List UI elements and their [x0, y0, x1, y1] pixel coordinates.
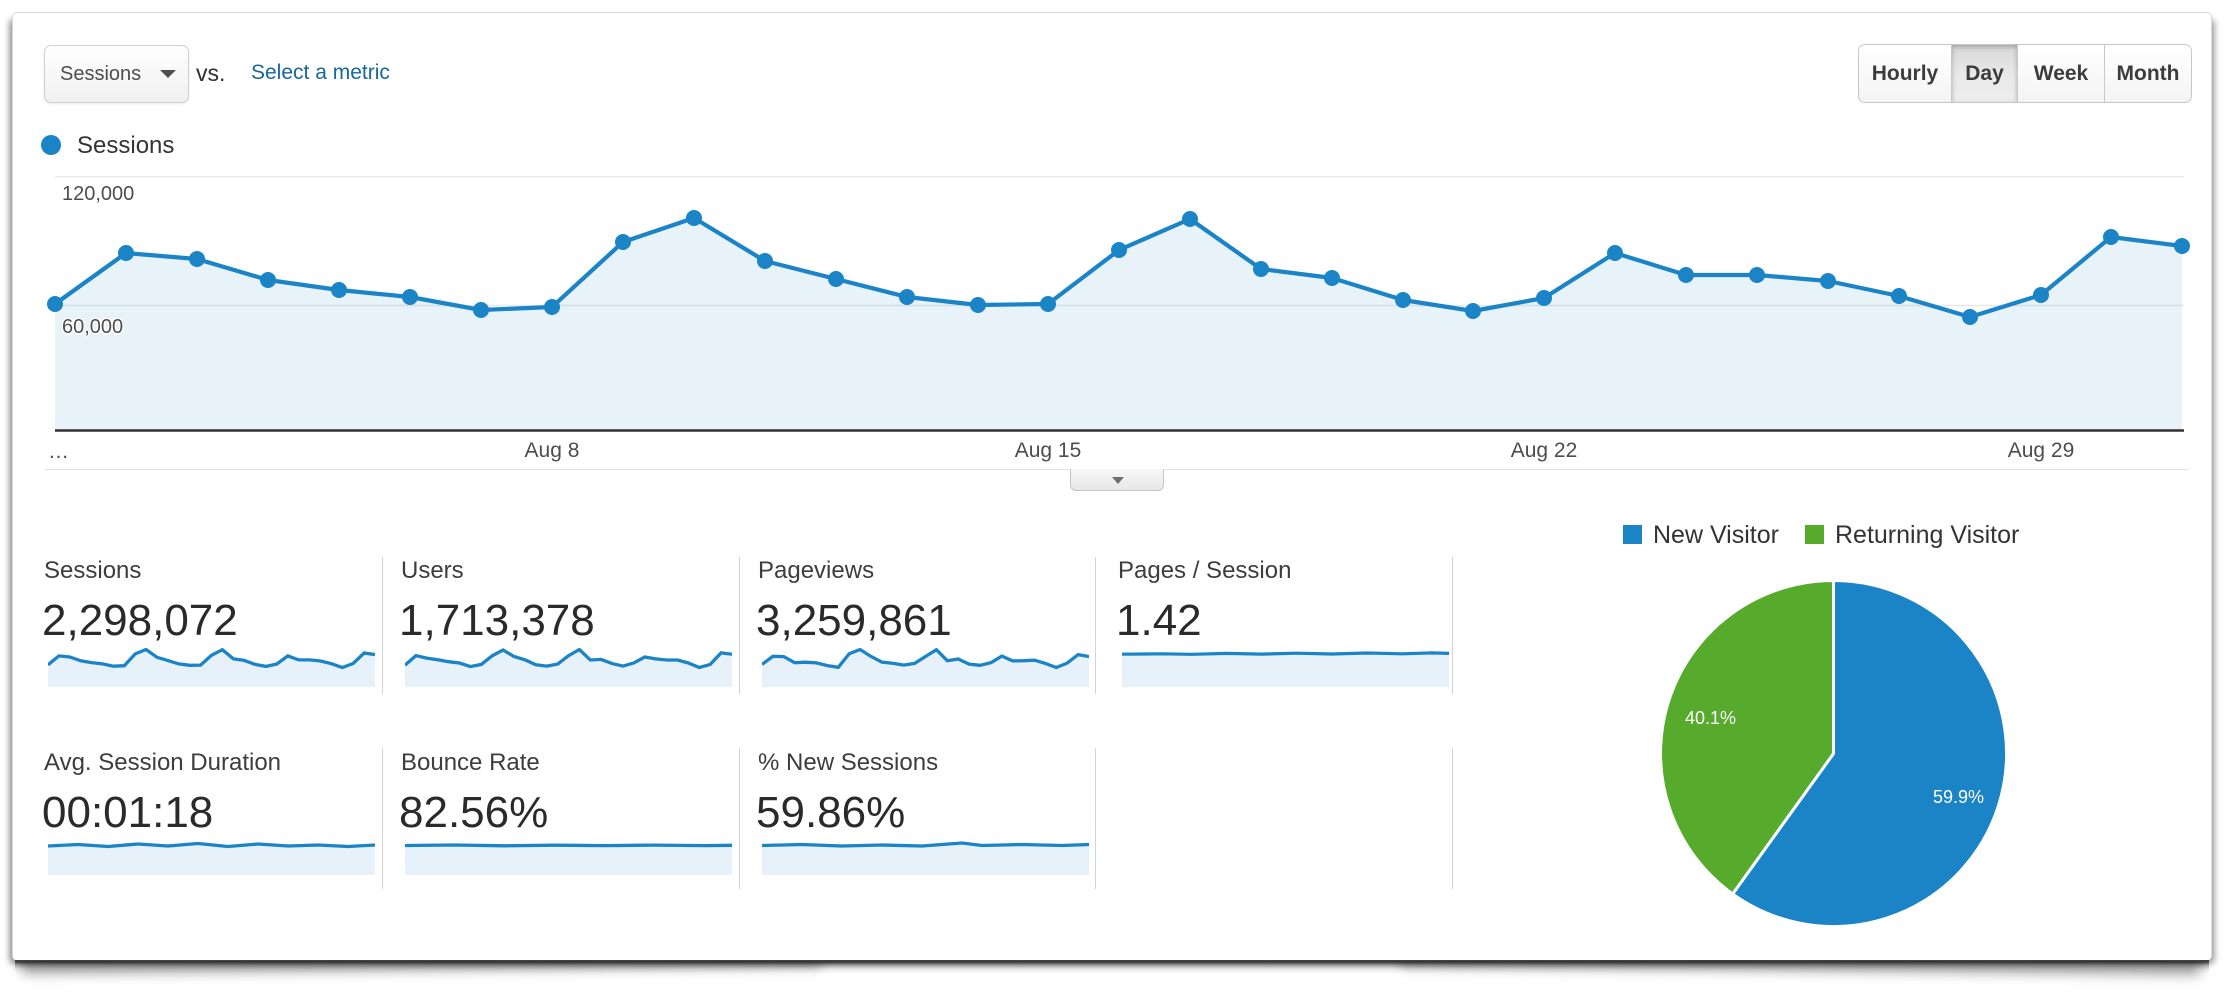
svg-text:40.1%: 40.1%	[1685, 708, 1736, 728]
svg-text:59.9%: 59.9%	[1933, 787, 1984, 807]
